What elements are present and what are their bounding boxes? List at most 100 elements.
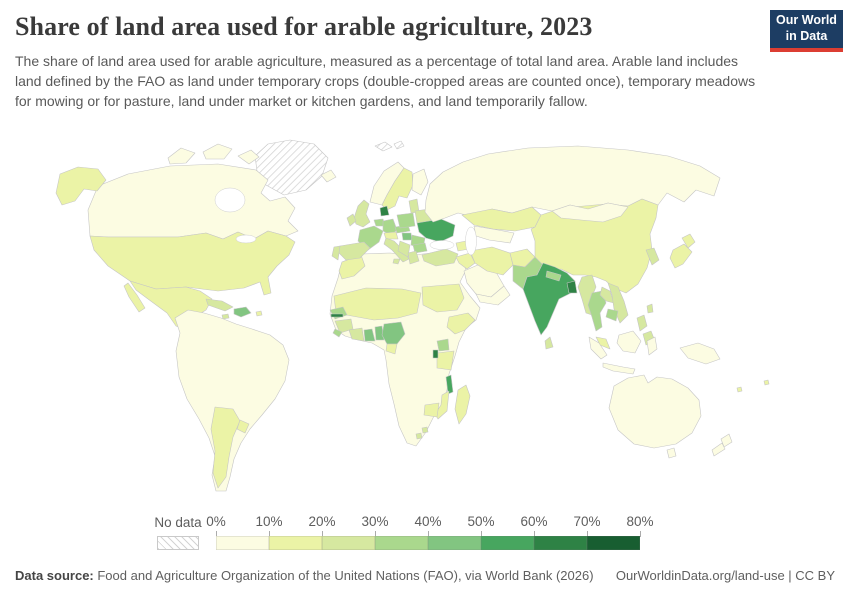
- legend-bin-70-80%[interactable]: [587, 536, 640, 550]
- country-svalbard[interactable]: [393, 140, 405, 150]
- country-finland[interactable]: [411, 168, 429, 196]
- legend-bin-0-10%[interactable]: [216, 536, 269, 550]
- country-new-guinea[interactable]: [679, 342, 721, 365]
- legend-bin-20-30%[interactable]: [322, 536, 375, 550]
- country-indonesia[interactable]: [602, 362, 636, 375]
- country-argentina[interactable]: [210, 406, 241, 489]
- legend-bin-30-40%[interactable]: [375, 536, 428, 550]
- world-choropleth-map[interactable]: [18, 138, 838, 508]
- country-zimbabwe[interactable]: [423, 402, 440, 418]
- country-korea[interactable]: [645, 247, 660, 266]
- legend-bin-10-20%[interactable]: [269, 536, 322, 550]
- country-vietnam[interactable]: [607, 282, 629, 324]
- country-philippines[interactable]: [636, 314, 648, 332]
- country-sierra-leone[interactable]: [332, 328, 343, 338]
- country-mozambique[interactable]: [434, 390, 450, 420]
- country-new-zealand[interactable]: [711, 442, 726, 457]
- country-iran[interactable]: [469, 246, 514, 276]
- legend-tick-mark: [534, 531, 535, 537]
- country-malawi[interactable]: [445, 374, 454, 395]
- country-cuba[interactable]: [205, 298, 234, 312]
- country-italy[interactable]: [392, 258, 401, 265]
- country-alps[interactable]: [383, 231, 399, 240]
- country-mexico[interactable]: [123, 282, 146, 313]
- country-indonesia[interactable]: [588, 336, 608, 360]
- country-ukraine[interactable]: [416, 218, 456, 243]
- data-source-text: Food and Agriculture Organization of the…: [93, 568, 594, 583]
- country-puerto-rico[interactable]: [255, 310, 263, 317]
- country-greece[interactable]: [407, 250, 420, 265]
- country-canada[interactable]: [167, 147, 196, 165]
- country-malaysia[interactable]: [595, 336, 611, 350]
- country-pacific-islands[interactable]: [736, 386, 743, 393]
- data-source-label: Data source:: [15, 568, 94, 583]
- country-cambodia[interactable]: [605, 308, 619, 322]
- country-svalbard[interactable]: [374, 141, 393, 152]
- country-portugal[interactable]: [331, 245, 341, 261]
- country-madagascar[interactable]: [454, 384, 471, 425]
- country-poland[interactable]: [396, 212, 416, 229]
- legend-tick-label-70%: 70%: [573, 514, 601, 529]
- page-subtitle: The share of land area used for arable a…: [15, 53, 756, 109]
- country-uruguay[interactable]: [236, 419, 250, 434]
- country-balkans[interactable]: [397, 240, 411, 258]
- country-united-states[interactable]: [55, 166, 107, 206]
- country-lesotho-eswatini[interactable]: [415, 432, 423, 440]
- legend-bin-50-60%[interactable]: [481, 536, 534, 550]
- country-iceland[interactable]: [320, 169, 337, 183]
- legend-bar: [216, 536, 640, 550]
- country-australia[interactable]: [608, 374, 702, 449]
- country-sudan[interactable]: [421, 283, 465, 313]
- country-united-states[interactable]: [89, 230, 296, 296]
- country-syria-iraq[interactable]: [455, 252, 476, 270]
- owid-url-license-link[interactable]: OurWorldinData.org/land-use | CC BY: [615, 568, 835, 583]
- legend-bin-60-70%[interactable]: [534, 536, 587, 550]
- no-data-swatch[interactable]: [157, 536, 199, 550]
- country-tanzania[interactable]: [436, 350, 455, 371]
- country-rwanda-burundi[interactable]: [432, 349, 439, 359]
- country-gambia[interactable]: [330, 313, 344, 318]
- country-cameroon[interactable]: [385, 343, 398, 355]
- country-hungary[interactable]: [401, 232, 413, 241]
- country-ivory-coast[interactable]: [348, 327, 365, 342]
- country-taiwan[interactable]: [646, 303, 654, 314]
- country-united-kingdom[interactable]: [353, 199, 371, 228]
- country-ghana[interactable]: [363, 328, 376, 342]
- country-yemen-oman[interactable]: [475, 285, 511, 306]
- country-indonesia[interactable]: [646, 336, 658, 356]
- country-greenland[interactable]: [254, 139, 329, 196]
- country-mongolia[interactable]: [551, 202, 629, 223]
- country-ireland[interactable]: [346, 213, 357, 227]
- country-denmark[interactable]: [379, 205, 390, 217]
- legend-tick-mark: [640, 531, 641, 537]
- page-title: Share of land area used for arable agric…: [15, 12, 593, 41]
- owid-logo[interactable]: Our World in Data: [770, 10, 843, 52]
- country-ethiopia[interactable]: [446, 312, 476, 335]
- country-hispaniola[interactable]: [233, 306, 252, 318]
- country-lesotho-eswatini[interactable]: [421, 426, 429, 434]
- country-australia[interactable]: [666, 447, 677, 459]
- country-indonesia[interactable]: [616, 330, 642, 354]
- owid-logo-line2: in Data: [785, 29, 828, 43]
- legend-bin-40-50%[interactable]: [428, 536, 481, 550]
- country-china[interactable]: [530, 198, 659, 294]
- country-bulgaria[interactable]: [412, 242, 428, 254]
- country-uganda[interactable]: [436, 338, 450, 352]
- country-pacific-islands[interactable]: [763, 379, 770, 386]
- country-canada[interactable]: [237, 149, 260, 165]
- country-guinea[interactable]: [334, 318, 354, 334]
- legend-ticks: 0% 10% 20% 30% 40% 50% 60% 70% 80%: [206, 514, 654, 537]
- country-nepal[interactable]: [545, 270, 562, 282]
- country-togo-benin[interactable]: [374, 325, 385, 341]
- data-source-note: Data source: Food and Agriculture Organi…: [15, 568, 594, 583]
- country-japan[interactable]: [669, 243, 693, 269]
- country-laos[interactable]: [599, 286, 615, 304]
- country-bangladesh[interactable]: [566, 280, 578, 294]
- legend-tick-mark: [216, 531, 217, 537]
- country-jamaica[interactable]: [221, 313, 230, 320]
- country-canada[interactable]: [202, 143, 233, 160]
- country-south-america[interactable]: [174, 309, 290, 492]
- country-sri-lanka[interactable]: [544, 336, 554, 350]
- country-japan[interactable]: [681, 233, 696, 249]
- country-italy[interactable]: [383, 237, 410, 263]
